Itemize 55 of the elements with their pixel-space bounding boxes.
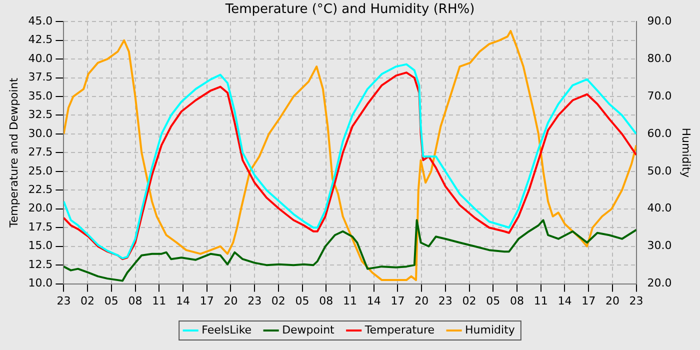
y2-tick-label: 90.0 bbox=[647, 14, 672, 28]
y2-tick-label: 40.0 bbox=[647, 202, 672, 215]
y-tick-label: 35.0 bbox=[28, 89, 53, 102]
x-tick-label: 08 bbox=[319, 294, 334, 308]
x-tick-label: 02 bbox=[80, 294, 95, 308]
x-tick-label: 14 bbox=[176, 294, 190, 308]
y-tick-label: 22.5 bbox=[28, 183, 53, 196]
y-tick-label: 32.5 bbox=[28, 108, 53, 122]
y2-tick-label: 20.0 bbox=[647, 276, 672, 290]
x-tick-label: 05 bbox=[486, 294, 500, 308]
y-tick-label: 42.5 bbox=[28, 33, 53, 46]
y-tick-label: 37.5 bbox=[28, 70, 53, 84]
x-tick-label: 05 bbox=[104, 294, 118, 308]
y-tick-label: 17.5 bbox=[28, 220, 53, 234]
y-tick-label: 20.0 bbox=[28, 202, 53, 215]
x-tick-label: 08 bbox=[510, 294, 524, 308]
x-tick-label: 05 bbox=[295, 294, 310, 308]
legend-label: Dewpoint bbox=[282, 323, 336, 336]
x-tick-label: 20 bbox=[224, 294, 238, 308]
y2-tick-label: 30.0 bbox=[647, 239, 672, 252]
x-tick-label: 17 bbox=[390, 294, 405, 308]
x-tick-label: 11 bbox=[343, 294, 357, 308]
y2-tick-label: 70.0 bbox=[647, 89, 672, 102]
x-tick-label: 23 bbox=[56, 294, 71, 308]
x-tick-label: 11 bbox=[534, 294, 548, 308]
x-tick-label: 23 bbox=[629, 294, 644, 308]
chart-title: Temperature (°C) and Humidity (RH%) bbox=[224, 2, 475, 18]
y-tick-label: 15.0 bbox=[28, 239, 53, 252]
y-tick-label: 45.0 bbox=[28, 14, 53, 28]
x-tick-label: 20 bbox=[414, 294, 429, 308]
x-tick-label: 20 bbox=[605, 294, 620, 308]
y-axis-title: Temperature and Dewpoint bbox=[7, 77, 20, 229]
y2-tick-label: 60.0 bbox=[647, 126, 672, 140]
y-tick-label: 27.5 bbox=[28, 146, 53, 159]
x-tick-label: 14 bbox=[366, 294, 381, 308]
y-tick-label: 10.0 bbox=[28, 276, 53, 290]
x-tick-label: 08 bbox=[128, 294, 142, 308]
y2-tick-label: 50.0 bbox=[647, 164, 672, 178]
x-tick-label: 17 bbox=[582, 294, 596, 308]
legend-label: Temperature bbox=[364, 323, 435, 336]
legend-label: FeelsLike bbox=[202, 323, 252, 336]
y2-tick-label: 80.0 bbox=[647, 52, 672, 65]
x-tick-label: 11 bbox=[152, 294, 166, 308]
y2-axis-title: Humidity bbox=[680, 128, 693, 178]
y-tick-label: 30.0 bbox=[28, 126, 53, 140]
x-tick-label: 23 bbox=[438, 294, 452, 308]
x-tick-label: 02 bbox=[462, 294, 476, 308]
x-tick-label: 02 bbox=[271, 294, 286, 308]
x-tick-label: 17 bbox=[200, 294, 214, 308]
x-tick-label: 14 bbox=[558, 294, 572, 308]
legend-label: Humidity bbox=[465, 323, 516, 336]
y-tick-label: 25.0 bbox=[28, 164, 53, 178]
y-tick-label: 40.0 bbox=[28, 52, 53, 65]
x-tick-label: 23 bbox=[248, 294, 262, 308]
y-tick-label: 12.5 bbox=[28, 258, 53, 271]
